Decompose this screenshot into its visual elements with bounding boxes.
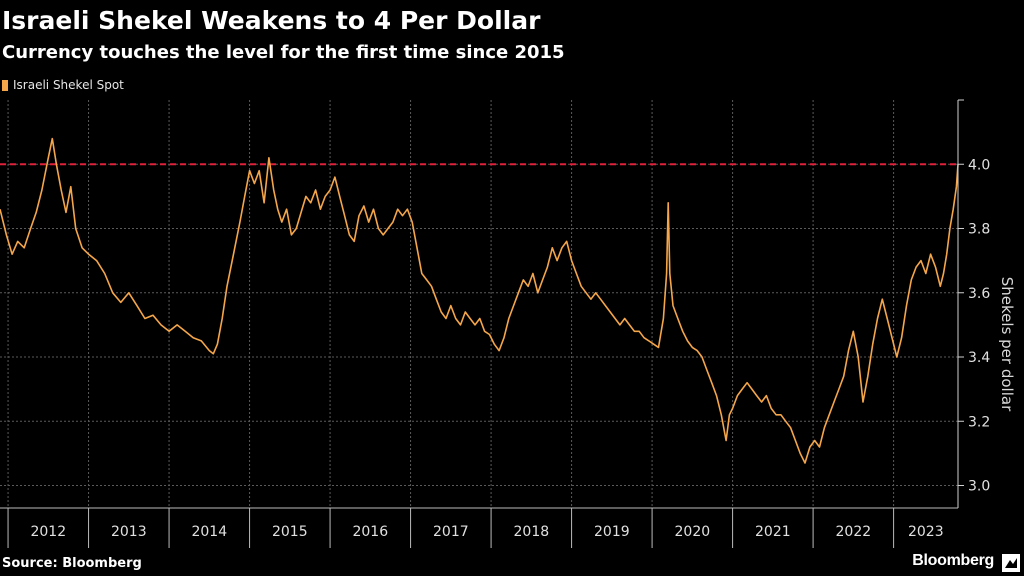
- series-line-israeli-shekel-spot: [0, 137, 959, 464]
- x-tick-label: 2012: [30, 524, 66, 540]
- y-tick-label: 3.8: [968, 222, 990, 238]
- x-tick-label: 2019: [594, 524, 630, 540]
- y-tick-label: 3.6: [968, 286, 990, 302]
- legend-label: Israeli Shekel Spot: [13, 78, 124, 92]
- y-tick-label: 3.0: [968, 479, 990, 495]
- legend-swatch: [2, 79, 8, 91]
- y-axis-label: Shekels per dollar: [998, 277, 1016, 412]
- x-tick-label: 2018: [514, 524, 550, 540]
- x-tick-label: 2023: [908, 524, 944, 540]
- bloomberg-mark-icon: [1002, 554, 1020, 572]
- source-note: Source: Bloomberg: [2, 556, 142, 571]
- chart-title: Israeli Shekel Weakens to 4 Per Dollar: [2, 6, 541, 35]
- x-tick-label: 2017: [433, 524, 469, 540]
- x-tick-label: 2014: [191, 524, 227, 540]
- y-tick-label: 4.0: [968, 157, 990, 173]
- brand-logo-text: Bloomberg: [912, 552, 994, 569]
- x-tick-label: 2013: [111, 524, 147, 540]
- x-axis: 2012 2013 2014 2015 2016 2017 2018 2019 2020 2021…: [0, 507, 958, 548]
- x-tick-label: 2015: [272, 524, 308, 540]
- x-tick-label: 2022: [836, 524, 872, 540]
- y-axis: 3.0 3.2 3.4 3.6 3.8 4.0: [957, 99, 990, 508]
- legend: Israeli Shekel Spot: [2, 78, 124, 92]
- horizontal-gridlines: [0, 163, 958, 487]
- y-tick-label: 3.4: [968, 350, 990, 366]
- y-tick-label: 3.2: [968, 414, 990, 430]
- x-tick-label: 2016: [352, 524, 388, 540]
- x-tick-label: 2020: [675, 524, 711, 540]
- vertical-gridlines: [7, 100, 895, 508]
- x-tick-label: 2021: [755, 524, 791, 540]
- chart-subtitle: Currency touches the level for the first…: [2, 42, 565, 63]
